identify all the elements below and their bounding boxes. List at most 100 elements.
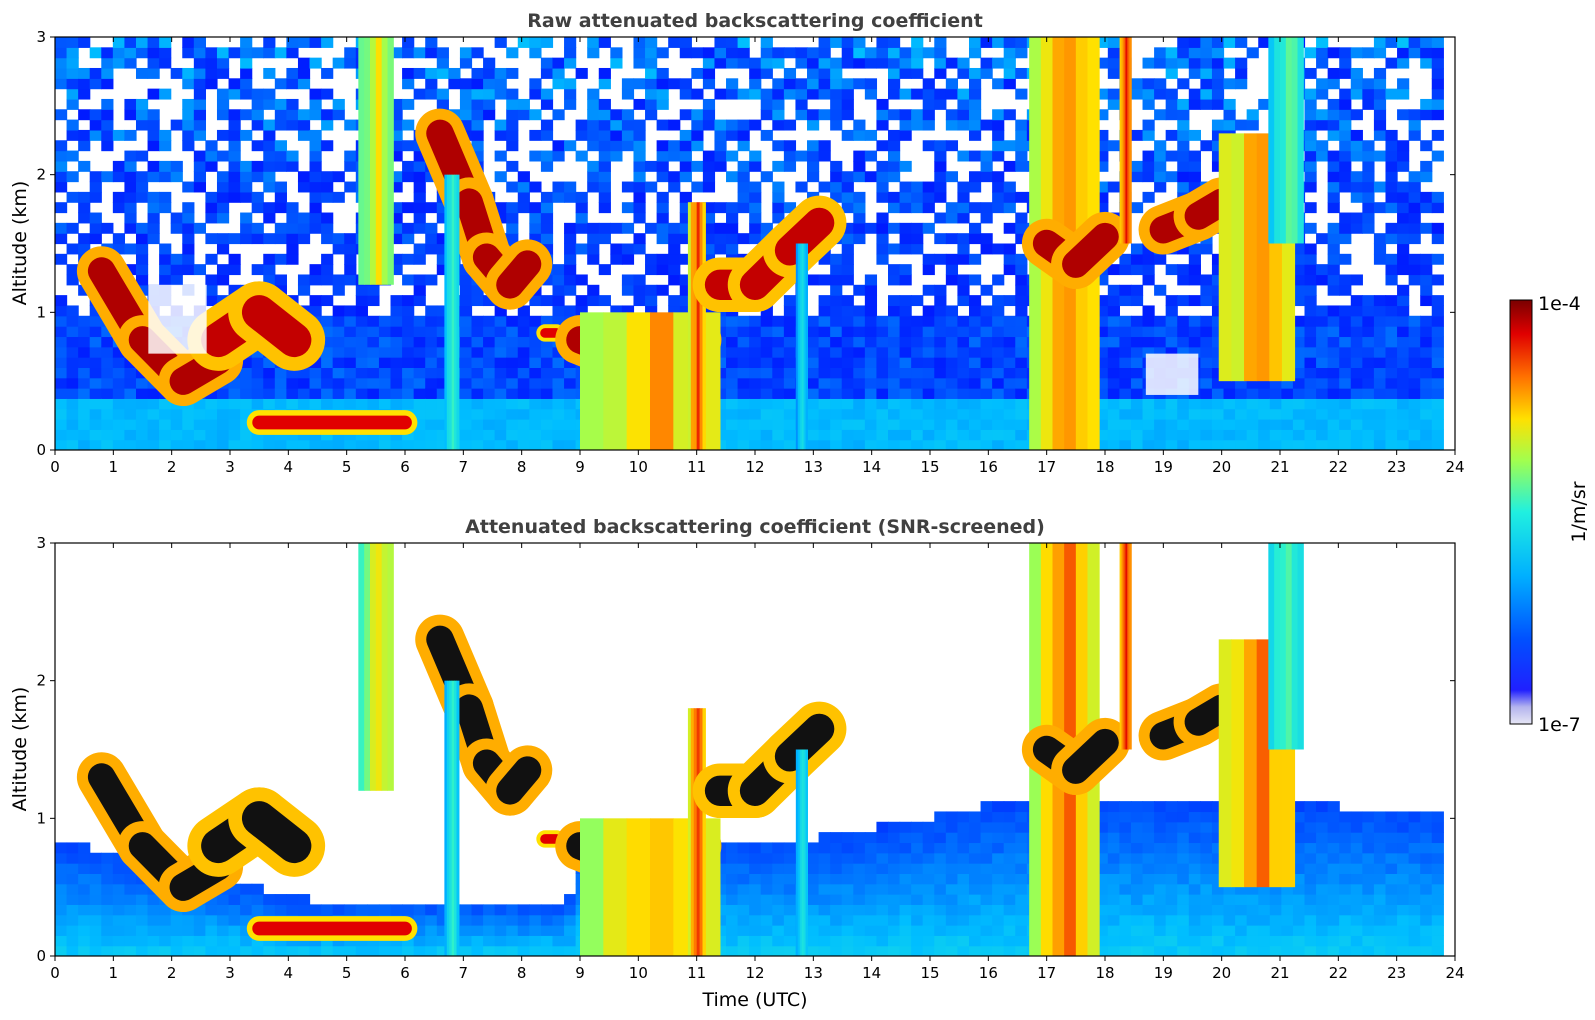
- heat-cell: [841, 925, 854, 936]
- heat-cell: [934, 419, 947, 430]
- heat-cell: [1292, 315, 1306, 327]
- heat-cell: [1316, 336, 1329, 348]
- heat-cell: [274, 119, 287, 131]
- heat-cell: [749, 873, 762, 885]
- heat-cell: [1246, 439, 1259, 450]
- heat-cell: [656, 98, 669, 110]
- heat-cell: [540, 935, 554, 947]
- heat-cell: [1003, 914, 1016, 926]
- heat-cell: [413, 160, 426, 172]
- heat-cell: [66, 925, 79, 936]
- heat-cell: [841, 367, 854, 379]
- heat-cell: [876, 191, 889, 203]
- heat-cell: [899, 388, 912, 399]
- heat-cell: [1003, 222, 1016, 234]
- heat-cell: [1316, 315, 1329, 327]
- heat-cell: [344, 336, 357, 348]
- heat-cell: [807, 109, 820, 121]
- heat-cell: [1420, 253, 1433, 265]
- heat-cell: [55, 388, 68, 399]
- heat-cell: [876, 439, 889, 450]
- heat-cell: [552, 377, 565, 389]
- heat-cell: [1350, 408, 1363, 420]
- heat-cell: [517, 191, 530, 203]
- heat-cell: [101, 388, 114, 399]
- heat-cell: [425, 47, 438, 59]
- x-tick-label: 23: [1387, 458, 1406, 476]
- heat-cell: [922, 264, 935, 276]
- heat-cell: [1269, 388, 1282, 399]
- heat-cell: [980, 883, 993, 895]
- heat-cell: [1177, 883, 1190, 895]
- heat-cell: [1223, 925, 1236, 936]
- heat-cell: [78, 140, 91, 152]
- heat-cell: [1211, 253, 1225, 265]
- heat-cell: [1339, 811, 1352, 823]
- heat-cell: [274, 398, 287, 410]
- heat-cell: [1165, 408, 1178, 420]
- heat-cell: [436, 439, 449, 450]
- heat-cell: [1327, 419, 1340, 430]
- heat-cell: [934, 398, 947, 410]
- heat-cell: [321, 295, 334, 307]
- heat-cell: [899, 181, 912, 193]
- heat-cell: [286, 377, 299, 389]
- heat-cell: [1188, 37, 1201, 48]
- heat-cell: [1165, 326, 1178, 338]
- heat-cell: [1292, 264, 1306, 276]
- heat-cell: [1211, 336, 1225, 348]
- precipitation-strip: [1231, 133, 1245, 382]
- heat-cell: [1420, 37, 1433, 48]
- heat-cell: [945, 305, 959, 317]
- heat-cell: [1130, 904, 1144, 916]
- heat-cell: [957, 67, 970, 79]
- heat-cell: [55, 253, 68, 265]
- heat-cell: [841, 346, 854, 358]
- heat-cell: [529, 109, 542, 121]
- heat-cell: [726, 47, 739, 59]
- heat-cell: [1177, 264, 1190, 276]
- heat-cell: [135, 914, 149, 926]
- heat-cell: [841, 274, 854, 286]
- heat-cell: [783, 419, 797, 430]
- heat-cell: [1211, 67, 1225, 79]
- x-tick-label: 5: [342, 458, 352, 476]
- heat-cell: [818, 274, 831, 286]
- heat-cell: [413, 439, 426, 450]
- heat-cell: [494, 914, 507, 926]
- heat-cell: [494, 37, 507, 48]
- heat-cell: [772, 398, 785, 410]
- heat-cell: [1211, 821, 1225, 833]
- heat-cell: [1096, 408, 1109, 420]
- heat-cell: [760, 904, 773, 916]
- heat-cell: [1188, 801, 1201, 813]
- heat-cell: [344, 315, 357, 327]
- heat-cell: [818, 398, 831, 410]
- heat-cell: [1003, 326, 1016, 338]
- heat-cell: [1223, 388, 1236, 399]
- heat-cell: [78, 212, 91, 224]
- heat-cell: [1130, 315, 1144, 327]
- heat-cell: [494, 388, 507, 399]
- heat-cell: [1154, 935, 1167, 947]
- heatmap-screened: [55, 543, 1444, 956]
- heat-cell: [390, 377, 403, 389]
- heat-cell: [55, 894, 68, 905]
- heat-cell: [1362, 222, 1375, 234]
- heat-cell: [425, 377, 438, 389]
- heat-cell: [760, 367, 773, 379]
- heat-cell: [78, 367, 91, 379]
- heat-cell: [598, 171, 611, 183]
- heat-cell: [587, 109, 600, 121]
- heat-cell: [807, 57, 820, 69]
- heat-cell: [1339, 140, 1352, 152]
- heat-cell: [714, 222, 727, 234]
- heat-cell: [182, 429, 195, 441]
- heat-cell: [159, 274, 172, 286]
- heat-cell: [1096, 832, 1109, 844]
- heat-cell: [297, 67, 311, 79]
- heat-cell: [1362, 904, 1375, 916]
- heat-cell: [668, 253, 681, 265]
- heat-cell: [1119, 842, 1132, 854]
- heat-cell: [101, 914, 114, 926]
